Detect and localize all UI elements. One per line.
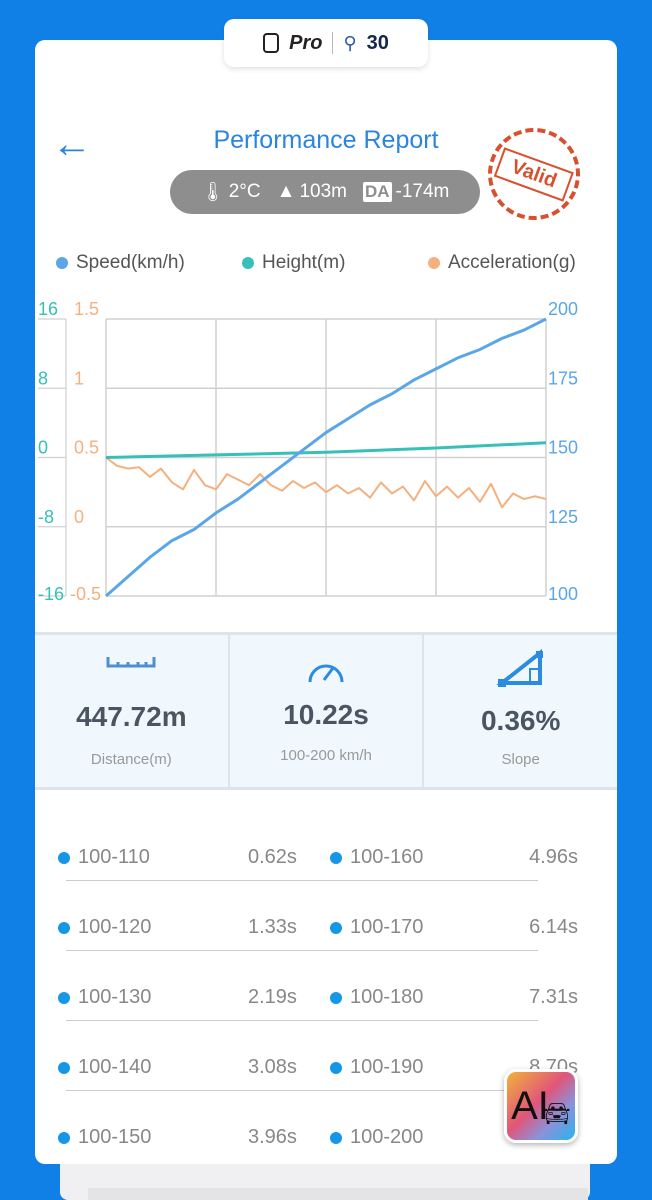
split-range: 100-160 [350, 846, 424, 868]
split-time: 6.14s [529, 916, 578, 938]
acceleration-tick-label: 1 [74, 368, 84, 388]
split-time: 1.33s [248, 916, 297, 938]
slope-icon [424, 649, 617, 689]
bullet-icon [330, 1131, 342, 1144]
split-time: 3.96s [248, 1126, 297, 1148]
legend-acceleration[interactable]: Acceleration(g) [428, 252, 576, 274]
bullet-icon [330, 1061, 342, 1074]
split-range: 100-170 [350, 916, 424, 938]
legend-dot [56, 257, 68, 269]
acceleration-tick-label: 0.5 [74, 438, 99, 458]
page-title: Performance Report [213, 126, 439, 154]
back-arrow-icon[interactable]: ← [52, 122, 92, 166]
split-range: 100-140 [78, 1056, 152, 1078]
split-row: 100-150 3.96s 100-200 [58, 1114, 578, 1184]
speedometer-icon [230, 655, 423, 685]
bullet-icon [58, 991, 70, 1004]
series-line-speed [105, 317, 547, 598]
environment-pill: 🌡︎ 2°C ▲ 103m DA -174m [170, 170, 480, 214]
split-time: 7.31s [529, 986, 578, 1008]
report-card [35, 40, 617, 1164]
bullet-icon [330, 921, 342, 934]
plan-label: Pro [289, 31, 323, 54]
stat-value: 0.36% [480, 705, 561, 736]
density-altitude-icon: DA [362, 182, 392, 202]
stat-label: 100-200 km/h [280, 747, 372, 764]
bullet-icon [58, 1061, 70, 1074]
divider [332, 32, 334, 54]
row-divider [66, 1020, 538, 1021]
split-range: 100-130 [78, 986, 152, 1008]
bullet-icon [58, 921, 70, 934]
mountain-icon: ▲ [276, 181, 296, 202]
stat-label: Distance(m) [90, 751, 172, 768]
legend-height[interactable]: Height(m) [242, 252, 345, 274]
split-range: 100-200 [350, 1126, 424, 1148]
split-row: 100-140 3.08s 100-190 8.70s [58, 1044, 578, 1114]
ai-label: AI [511, 1083, 549, 1128]
car-icon: 🚘︎ [542, 1101, 571, 1126]
satellite-icon: ⚲ [343, 32, 357, 53]
stat-time: 10.22s 100-200 km/h [230, 635, 425, 787]
performance-chart: 16 8 0 -8 -16 1.5 1 0.5 0 -0.5 200 175 150 125 100 [38, 299, 578, 604]
legend-label: Height(m) [262, 252, 346, 273]
row-divider [66, 950, 538, 951]
row-divider [66, 880, 538, 881]
speed-tick-label: 125 [548, 507, 578, 527]
acceleration-tick-label: 1.5 [74, 299, 99, 319]
height-tick-label: 16 [38, 299, 58, 319]
split-time: 2.19s [248, 986, 297, 1008]
split-range: 100-190 [350, 1056, 424, 1078]
bullet-icon [58, 851, 70, 864]
split-range: 100-110 [78, 846, 150, 868]
device-icon [263, 33, 280, 53]
height-tick-label: 0 [38, 438, 48, 458]
legend-label: Acceleration(g) [448, 252, 576, 273]
device-status-badge: Pro ⚲ 30 [224, 19, 428, 67]
stats-panel: 447.72m Distance(m) 10.22s 100-200 km/h … [35, 632, 617, 790]
series-line-acceleration [105, 456, 547, 509]
split-time: 3.08s [248, 1056, 297, 1078]
row-divider [66, 1090, 538, 1091]
legend-dot [242, 257, 254, 269]
stat-label: Slope [501, 751, 540, 768]
stat-slope: 0.36% Slope [424, 635, 617, 787]
split-time: 0.62s [248, 846, 297, 868]
stat-value: 10.22s [283, 699, 369, 730]
ruler-icon [35, 655, 228, 669]
split-row: 100-120 1.33s 100-170 6.14s [58, 904, 578, 974]
split-range: 100-180 [350, 986, 424, 1008]
legend-speed[interactable]: Speed(km/h) [56, 252, 185, 274]
stat-value: 447.72m [76, 701, 187, 732]
altitude: 103m [299, 181, 347, 202]
ai-assistant-button[interactable]: AI 🚘︎ [504, 1069, 578, 1143]
height-tick-label: -8 [38, 507, 54, 527]
series-line-height [105, 441, 547, 459]
card-shadow-layer-2 [88, 1188, 588, 1200]
height-tick-label: 8 [38, 368, 48, 388]
density-altitude: -174m [395, 181, 450, 202]
bullet-icon [330, 851, 342, 864]
temperature: 2°C [228, 181, 261, 202]
speed-tick-label: 175 [548, 368, 578, 388]
legend-label: Speed(km/h) [76, 252, 185, 273]
stamp-text: Valid [493, 146, 575, 202]
legend-dot [428, 257, 440, 269]
speed-tick-label: 200 [548, 299, 578, 319]
speed-tick-label: 150 [548, 438, 578, 458]
speed-tick-label: 100 [548, 584, 578, 604]
thermometer-icon: 🌡︎ [200, 182, 225, 203]
bullet-icon [58, 1131, 70, 1144]
acceleration-tick-label: -0.5 [70, 584, 101, 604]
split-range: 100-120 [78, 916, 152, 938]
bullet-icon [330, 991, 342, 1004]
height-tick-label: -16 [38, 584, 64, 604]
split-time: 4.96s [529, 846, 578, 868]
satellite-count: 30 [366, 31, 389, 54]
split-row: 100-110 0.62s 100-160 4.96s [58, 834, 578, 904]
acceleration-tick-label: 0 [74, 507, 84, 527]
stat-distance: 447.72m Distance(m) [35, 635, 230, 787]
split-range: 100-150 [78, 1126, 152, 1148]
split-row: 100-130 2.19s 100-180 7.31s [58, 974, 578, 1044]
